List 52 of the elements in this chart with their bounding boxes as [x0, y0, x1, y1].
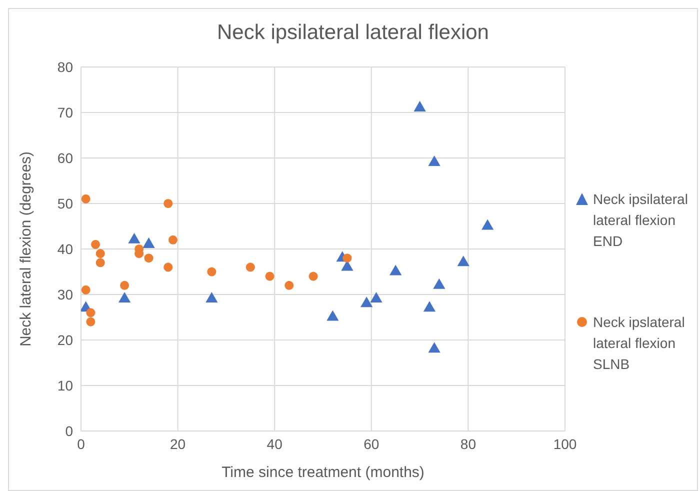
- point: [86, 308, 96, 318]
- legend-label: Neck ipslateral lateral flexion SLNB: [593, 313, 686, 374]
- y-tick-label: 40: [57, 240, 74, 257]
- point: [326, 310, 339, 321]
- point: [342, 254, 352, 263]
- point: [433, 278, 446, 289]
- point: [120, 280, 130, 290]
- x-axis-title: Time since treatment (months): [222, 464, 424, 481]
- point: [265, 272, 274, 281]
- x-tick-label: 40: [266, 436, 283, 452]
- point: [207, 267, 216, 276]
- point: [91, 240, 100, 249]
- point: [168, 235, 178, 244]
- point: [164, 262, 173, 272]
- point: [428, 342, 440, 353]
- point: [423, 301, 436, 312]
- point: [144, 254, 154, 263]
- point: [360, 296, 373, 308]
- point: [308, 272, 318, 281]
- legend-label: Neck ipsilateral lateral flexion END: [593, 190, 689, 251]
- point: [128, 232, 140, 244]
- y-tick-label: 50: [57, 195, 74, 212]
- point: [142, 237, 155, 248]
- x-tick-label: 20: [170, 436, 186, 452]
- point: [246, 262, 255, 272]
- y-tick-label: 0: [65, 422, 74, 439]
- x-tick-label: 100: [553, 436, 577, 452]
- x-tick-label: 80: [460, 436, 476, 452]
- y-tick-label: 80: [57, 58, 74, 75]
- x-tick-label: 0: [77, 436, 86, 452]
- chart-title: Neck ipsilateral lateral flexion: [217, 21, 489, 44]
- point: [481, 219, 494, 230]
- y-tick-label: 10: [57, 377, 74, 394]
- y-tick-label: 70: [57, 104, 74, 120]
- point: [370, 292, 382, 303]
- point: [96, 249, 105, 258]
- x-tick-label: 60: [364, 436, 380, 452]
- point: [81, 194, 90, 204]
- point: [457, 256, 470, 266]
- point: [81, 285, 90, 294]
- point: [118, 292, 131, 303]
- point: [390, 264, 402, 276]
- point: [164, 198, 173, 208]
- y-tick-label: 20: [57, 332, 74, 348]
- y-tick-label: 30: [57, 286, 74, 302]
- point: [284, 280, 294, 290]
- point: [428, 156, 440, 166]
- point: [206, 292, 218, 303]
- y-tick-label: 60: [57, 150, 74, 166]
- y-axis-title: Neck lateral flexion (degrees): [17, 151, 34, 347]
- point: [86, 317, 96, 326]
- point: [96, 258, 105, 268]
